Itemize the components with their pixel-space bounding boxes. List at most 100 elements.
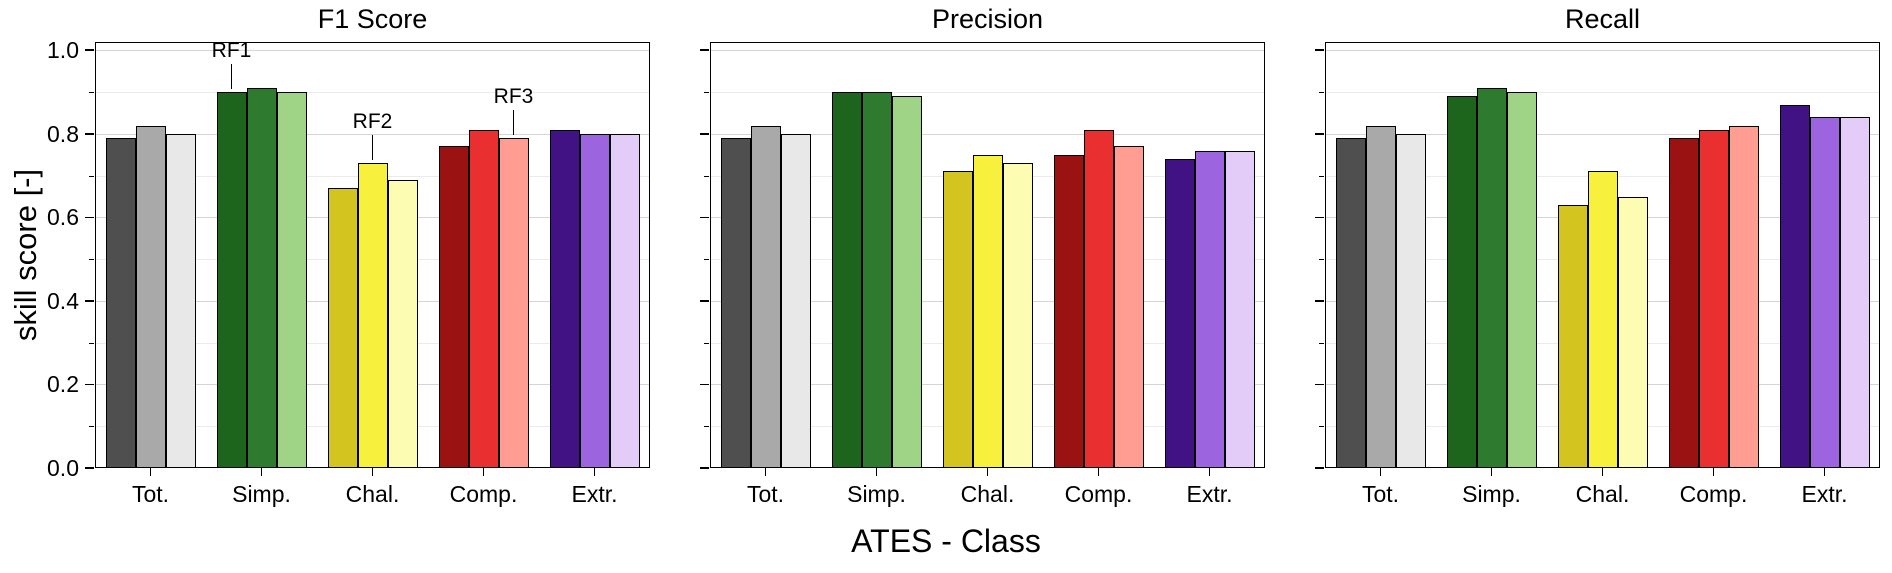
subplot-recall: Recall Tot. Simp. Chal. Comp. Extr.	[1315, 0, 1880, 573]
x-tick	[1208, 468, 1211, 476]
x-tick	[593, 468, 596, 476]
bar-tot-rf3	[165, 133, 196, 468]
subplot-precision: Precision Tot. Simp. Chal. Comp. Extr.	[700, 0, 1265, 573]
y-tick	[1315, 300, 1324, 302]
y-minor-tick	[1319, 259, 1324, 261]
plot-area: RF1 RF2 RF3	[95, 39, 650, 468]
x-tick-label: Chal.	[960, 481, 1015, 507]
x-tick	[1490, 468, 1493, 476]
bar-extr-rf1	[549, 129, 580, 468]
y-minor-tick	[704, 342, 709, 344]
bar-comp-rf2	[1083, 129, 1114, 468]
y-minor-tick	[704, 175, 709, 177]
y-minor-tick	[89, 342, 94, 344]
gridline	[95, 92, 650, 94]
y-minor-tick	[89, 92, 94, 94]
x-tick	[260, 468, 263, 476]
annotation-line	[512, 110, 515, 136]
x-tick	[482, 468, 485, 476]
bar-chal-rf2	[1587, 171, 1618, 468]
y-tick	[1315, 49, 1324, 52]
bar-comp-rf3	[1113, 146, 1144, 468]
x-tick	[764, 468, 767, 476]
y-tick-label: 1.0	[47, 37, 79, 64]
bar-extr-rf3	[1224, 150, 1255, 468]
bar-simp-rf2	[1476, 87, 1507, 468]
x-tick-label: Simp.	[847, 481, 906, 507]
gridline	[710, 133, 1265, 135]
x-tick-label: Simp.	[1462, 481, 1521, 507]
y-tick	[85, 467, 94, 469]
bar-comp-rf1	[1668, 138, 1699, 468]
x-tick	[1097, 468, 1100, 476]
y-tick-label: 0.8	[47, 120, 79, 147]
y-tick	[1315, 383, 1324, 386]
x-tick	[1823, 468, 1826, 476]
bar-extr-rf3	[1839, 117, 1870, 468]
bar-chal-rf3	[387, 179, 418, 468]
subplot-f1-score: F1 Score RF1 RF2 RF3 0.0 0.2 0.4 0.6 0.8 1.0 Tot. S…	[47, 0, 650, 573]
bar-extr-rf3	[609, 133, 640, 468]
y-tick	[85, 216, 94, 219]
gridline	[1325, 50, 1880, 52]
bar-extr-rf2	[1194, 150, 1225, 468]
bar-simp-rf2	[861, 92, 892, 468]
bar-tot-rf1	[105, 138, 136, 468]
x-tick-label: Comp.	[449, 481, 518, 507]
x-tick	[149, 468, 152, 476]
subplot-title: Recall	[1564, 4, 1641, 34]
bar-tot-rf3	[780, 133, 811, 468]
y-minor-tick	[1319, 342, 1324, 344]
x-tick	[986, 468, 989, 476]
y-minor-tick	[89, 175, 94, 177]
annotation-label: RF2	[352, 110, 393, 134]
x-tick-label: Chal.	[1575, 481, 1630, 507]
bar-tot-rf2	[1365, 125, 1396, 468]
y-minor-tick	[704, 92, 709, 94]
bar-chal-rf2	[357, 163, 388, 468]
annotation-label: RF3	[493, 85, 534, 109]
y-axis-label-wrap: skill score [-]	[0, 42, 52, 468]
y-minor-tick	[704, 426, 709, 428]
annotation-line	[230, 64, 233, 90]
bar-simp-rf3	[1506, 92, 1537, 468]
plot-area	[710, 42, 1265, 468]
subplot-title: F1 Score	[317, 4, 428, 34]
y-tick	[1315, 132, 1324, 135]
plot-area	[1325, 42, 1880, 468]
bar-chal-rf3	[1002, 163, 1033, 468]
y-tick	[1315, 216, 1324, 219]
gridline	[710, 50, 1265, 52]
bar-tot-rf1	[1335, 138, 1366, 468]
y-tick	[85, 383, 94, 386]
y-tick	[700, 132, 709, 135]
x-axis-label: ATES - Class	[851, 523, 1041, 559]
gridline	[1325, 92, 1880, 94]
bar-comp-rf3	[498, 138, 529, 468]
x-tick	[1601, 468, 1604, 476]
bar-comp-rf1	[438, 146, 469, 468]
bar-extr-rf2	[1809, 117, 1840, 468]
bar-comp-rf3	[1728, 125, 1759, 468]
gridline	[710, 92, 1265, 94]
y-tick	[1315, 467, 1324, 469]
y-tick	[700, 216, 709, 219]
subplot-title: Precision	[931, 4, 1044, 34]
y-tick	[700, 300, 709, 302]
bar-chal-rf1	[942, 171, 973, 468]
y-minor-tick	[704, 259, 709, 261]
bar-simp-rf3	[276, 92, 307, 468]
x-tick-label: Extr.	[1801, 481, 1848, 507]
x-tick	[371, 468, 374, 476]
y-tick	[85, 132, 94, 135]
bar-comp-rf1	[1053, 154, 1084, 468]
y-minor-tick	[1319, 175, 1324, 177]
x-tick-label: Chal.	[345, 481, 400, 507]
y-minor-tick	[89, 426, 94, 428]
y-tick	[700, 383, 709, 386]
gridline	[1325, 133, 1880, 135]
bar-tot-rf2	[135, 125, 166, 468]
bar-tot-rf3	[1395, 133, 1426, 468]
y-tick	[85, 49, 94, 52]
bar-chal-rf1	[1557, 204, 1588, 468]
